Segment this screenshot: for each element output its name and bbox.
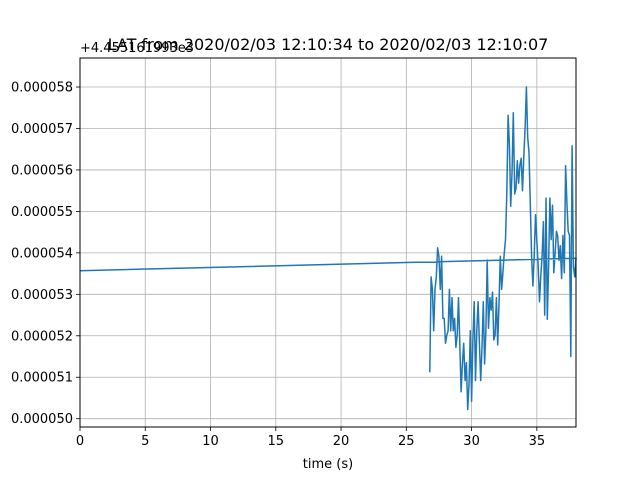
y-tick-label: 0.000058 [11,81,73,96]
x-tick-label: 0 [76,434,84,449]
x-tick-label: 10 [202,434,219,449]
x-tick-label: 35 [529,434,546,449]
y-tick-label: 0.000053 [11,288,73,303]
y-tick-label: 0.000057 [11,122,73,137]
y-tick-label: 0.000054 [11,246,73,261]
y-offset-label: +4.455161993e3 [80,41,194,56]
x-tick-label: 30 [463,434,480,449]
y-tick-label: 0.000051 [11,371,73,386]
x-tick-label: 15 [268,434,285,449]
y-axis: 0.000050 0.000051 0.000052 0.000053 0.000054… [11,81,80,427]
x-axis: 0 5 10 15 20 25 30 35 [76,427,545,449]
y-tick-label: 0.000050 [11,412,73,427]
plot-frame [79,57,577,428]
chart-title: LAT from 2020/02/03 12:10:34 to 2020/02/… [108,35,549,54]
y-tick-label: 0.000052 [11,329,73,344]
x-tick-label: 5 [141,434,149,449]
y-tick-label: 0.000055 [11,205,73,220]
x-axis-label: time (s) [303,457,353,472]
y-tick-label: 0.000056 [11,163,73,178]
series-line [79,86,577,411]
x-tick-label: 20 [333,434,350,449]
x-tick-label: 25 [398,434,415,449]
series-layer [79,86,577,411]
